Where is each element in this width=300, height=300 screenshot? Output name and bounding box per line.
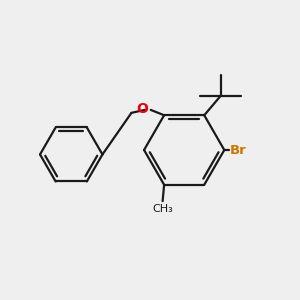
Text: Br: Br	[230, 143, 246, 157]
Text: CH₃: CH₃	[152, 204, 173, 214]
Text: O: O	[136, 102, 148, 116]
